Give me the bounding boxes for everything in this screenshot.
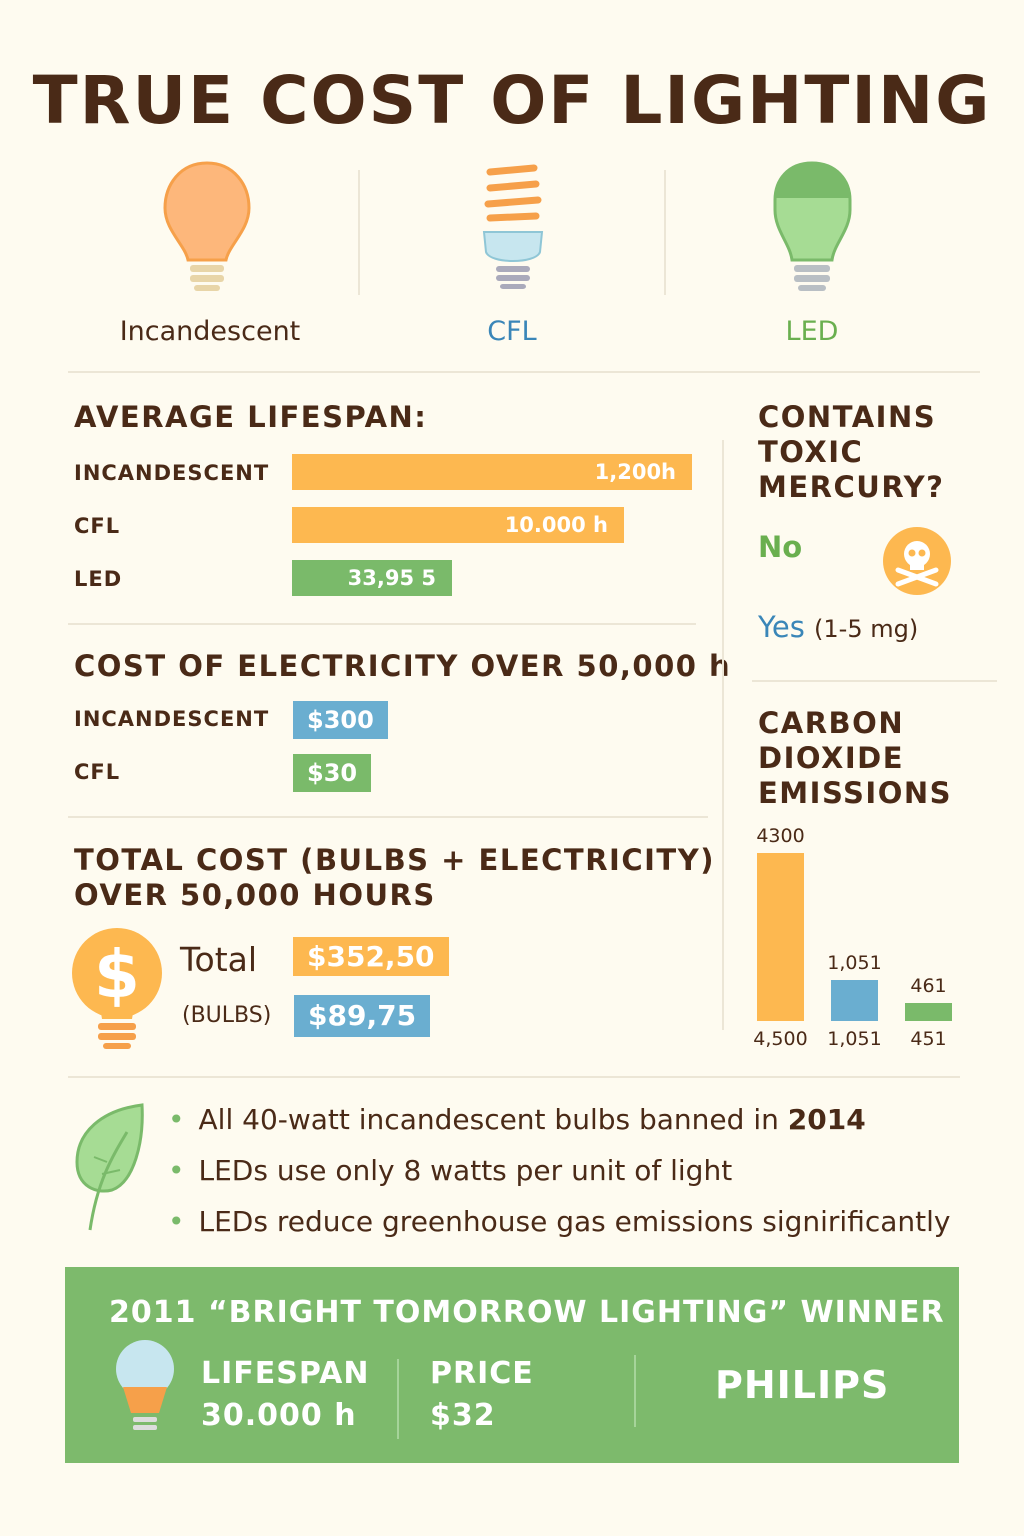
fact-bold: 2014 bbox=[787, 1103, 866, 1136]
bulbs-value: $89,75 bbox=[294, 995, 431, 1037]
divider bbox=[634, 1355, 636, 1427]
co2-bar-bottom-label: 4,500 bbox=[753, 1028, 808, 1050]
banner-price: PRICE $32 bbox=[430, 1353, 534, 1437]
total-value: $352,50 bbox=[293, 937, 449, 976]
lifespan-bar: 10.000 h bbox=[292, 507, 624, 543]
mercury-heading-line: MERCURY? bbox=[758, 470, 945, 504]
lifespan-label: LIFESPAN bbox=[201, 1356, 370, 1391]
co2-bar-bottom-label: 1,051 bbox=[827, 1028, 882, 1050]
fact-item: LEDs use only 8 watts per unit of light bbox=[168, 1154, 733, 1187]
mercury-yes: Yes (1-5 mg) bbox=[758, 610, 918, 644]
mercury-yes-label: Yes bbox=[758, 610, 805, 644]
divider bbox=[752, 680, 997, 682]
co2-bar bbox=[757, 853, 804, 1021]
skull-crossbones-icon bbox=[883, 527, 951, 595]
lifespan-label: INCANDESCENT bbox=[74, 461, 270, 485]
co2-bar-top-label: 461 bbox=[910, 974, 947, 997]
svg-text:$: $ bbox=[94, 936, 140, 1013]
led-bulb-icon bbox=[773, 161, 852, 291]
electricity-heading: COST OF ELECTRICITY OVER 50,000 h bbox=[74, 649, 732, 683]
fact-text: LEDs reduce greenhouse gas emissions sig… bbox=[198, 1205, 951, 1238]
co2-heading-line: CARBON bbox=[758, 706, 905, 740]
bulb-name-cfl: CFL bbox=[487, 316, 537, 347]
mercury-heading: CONTAINS TOXIC MERCURY? bbox=[758, 400, 944, 505]
co2-bar bbox=[905, 1002, 952, 1021]
divider bbox=[68, 371, 980, 373]
total-heading-line2: OVER 50,000 HOURS bbox=[74, 878, 436, 912]
divider bbox=[664, 170, 666, 295]
divider bbox=[68, 623, 696, 625]
electricity-label: INCANDESCENT bbox=[74, 707, 270, 731]
divider bbox=[397, 1359, 399, 1439]
total-heading-line1: TOTAL COST (BULBS + ELECTRICITY) bbox=[74, 843, 715, 877]
lifespan-heading: AVERAGE LIFESPAN: bbox=[74, 400, 428, 434]
led-bulb-icon bbox=[116, 1340, 174, 1430]
lifespan-bar: 33,95 5 bbox=[292, 560, 452, 596]
winner-banner: 2011 “BRIGHT TOMORROW LIGHTING” WINNER L… bbox=[65, 1267, 959, 1463]
page-title: TRUE COST OF LIGHTING bbox=[32, 62, 992, 139]
mercury-no: No bbox=[758, 530, 803, 564]
co2-bar-bottom-label: 451 bbox=[910, 1028, 947, 1050]
dollar-bulb-icon: $ bbox=[72, 928, 162, 1049]
lifespan-label: CFL bbox=[74, 514, 121, 538]
total-heading: TOTAL COST (BULBS + ELECTRICITY) OVER 50,… bbox=[74, 843, 715, 913]
lifespan-bar: 1,200h bbox=[292, 454, 692, 490]
divider bbox=[68, 816, 708, 818]
banner-lifespan: LIFESPAN 30.000 h bbox=[201, 1353, 369, 1437]
bulb-name-led: LED bbox=[785, 316, 839, 347]
divider bbox=[722, 440, 724, 1030]
price-label: PRICE bbox=[430, 1356, 534, 1391]
mercury-heading-line: CONTAINS bbox=[758, 400, 937, 434]
cfl-bulb-icon bbox=[482, 164, 544, 289]
leaf-icon bbox=[75, 1103, 144, 1231]
co2-bar-top-label: 4300 bbox=[756, 825, 805, 847]
fact-text: All 40-watt incandescent bulbs banned in bbox=[198, 1103, 788, 1136]
banner-title: 2011 “BRIGHT TOMORROW LIGHTING” WINNER bbox=[109, 1295, 945, 1330]
divider bbox=[68, 1076, 960, 1078]
co2-heading-line: EMISSIONS bbox=[758, 776, 953, 810]
co2-heading: CARBON DIOXIDE EMISSIONS bbox=[758, 706, 952, 811]
fact-item: LEDs reduce greenhouse gas emissions sig… bbox=[168, 1205, 951, 1238]
brand-logo: PHILIPS bbox=[715, 1363, 890, 1407]
co2-bar bbox=[831, 979, 878, 1021]
mercury-heading-line: TOXIC bbox=[758, 435, 864, 469]
electricity-value: $300 bbox=[293, 701, 388, 739]
divider bbox=[358, 170, 360, 295]
co2-heading-line: DIOXIDE bbox=[758, 741, 905, 775]
total-label: Total bbox=[180, 940, 258, 979]
price-value: $32 bbox=[430, 1398, 496, 1433]
fact-text: LEDs use only 8 watts per unit of light bbox=[198, 1154, 733, 1187]
incandescent-bulb-icon bbox=[163, 161, 251, 291]
bulbs-label: (BULBS) bbox=[182, 1003, 272, 1028]
lifespan-value: 30.000 h bbox=[201, 1398, 357, 1433]
fact-item: All 40-watt incandescent bulbs banned in… bbox=[168, 1103, 866, 1136]
electricity-value: $30 bbox=[293, 754, 372, 792]
mercury-yes-detail: (1-5 mg) bbox=[814, 615, 919, 643]
co2-bar-top-label: 1,051 bbox=[827, 951, 882, 974]
lifespan-label: LED bbox=[74, 567, 123, 591]
electricity-label: CFL bbox=[74, 760, 121, 784]
bulb-name-incandescent: Incandescent bbox=[119, 316, 301, 347]
